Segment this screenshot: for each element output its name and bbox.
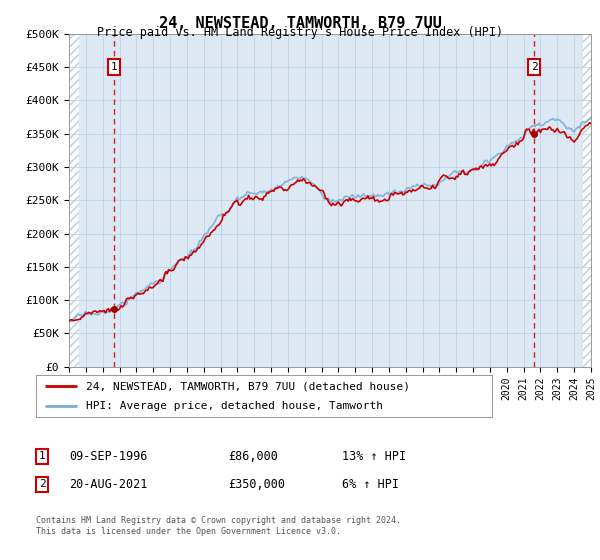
Text: Contains HM Land Registry data © Crown copyright and database right 2024.
This d: Contains HM Land Registry data © Crown c… (36, 516, 401, 536)
Text: 24, NEWSTEAD, TAMWORTH, B79 7UU: 24, NEWSTEAD, TAMWORTH, B79 7UU (158, 16, 442, 31)
Text: £86,000: £86,000 (228, 450, 278, 463)
Text: HPI: Average price, detached house, Tamworth: HPI: Average price, detached house, Tamw… (86, 402, 383, 411)
Text: 2: 2 (38, 479, 46, 489)
Text: 09-SEP-1996: 09-SEP-1996 (69, 450, 148, 463)
Text: 1: 1 (38, 451, 46, 461)
Text: £350,000: £350,000 (228, 478, 285, 491)
Text: Price paid vs. HM Land Registry's House Price Index (HPI): Price paid vs. HM Land Registry's House … (97, 26, 503, 39)
Text: 24, NEWSTEAD, TAMWORTH, B79 7UU (detached house): 24, NEWSTEAD, TAMWORTH, B79 7UU (detache… (86, 381, 410, 391)
Text: 20-AUG-2021: 20-AUG-2021 (69, 478, 148, 491)
Text: 1: 1 (111, 62, 118, 72)
Text: 13% ↑ HPI: 13% ↑ HPI (342, 450, 406, 463)
Text: 6% ↑ HPI: 6% ↑ HPI (342, 478, 399, 491)
Text: 2: 2 (531, 62, 538, 72)
